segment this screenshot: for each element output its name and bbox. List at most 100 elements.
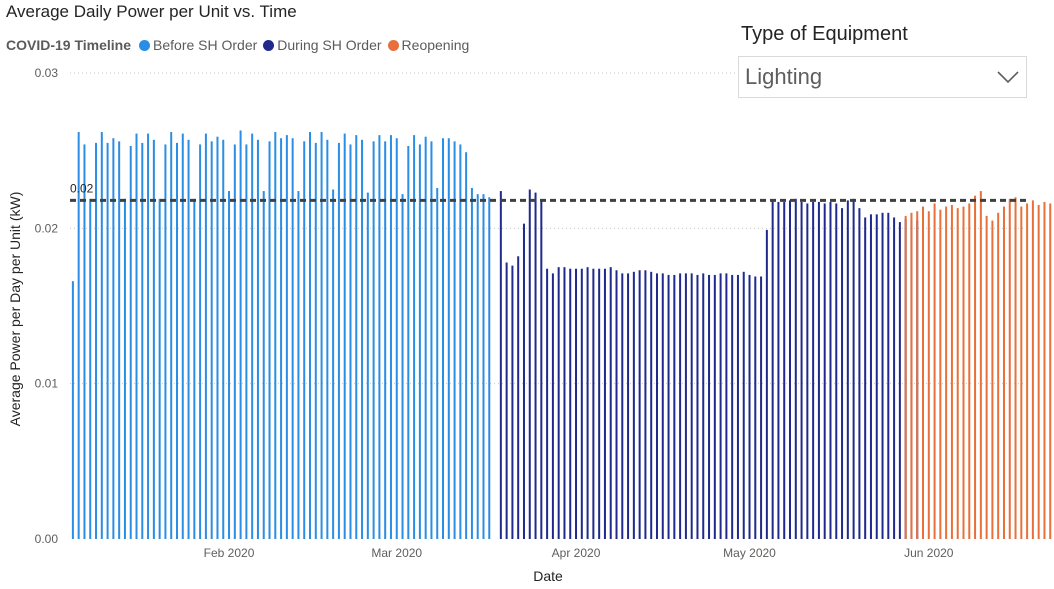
bar[interactable] [725, 273, 728, 539]
bar[interactable] [852, 198, 855, 539]
bar[interactable] [586, 267, 589, 539]
bar[interactable] [349, 144, 352, 539]
bar[interactable] [748, 274, 751, 539]
bar[interactable] [430, 141, 433, 539]
bar[interactable] [904, 215, 907, 539]
bar[interactable] [950, 205, 953, 539]
bar[interactable] [332, 189, 335, 540]
bar[interactable] [418, 144, 421, 539]
bar[interactable] [910, 212, 913, 540]
bar[interactable] [956, 208, 959, 539]
bar[interactable] [667, 274, 670, 539]
bar[interactable] [222, 139, 225, 540]
bar[interactable] [869, 214, 872, 539]
bar[interactable] [233, 144, 236, 539]
bar[interactable] [320, 132, 323, 539]
legend-item-before-sh-order[interactable]: Before SH Order [139, 37, 257, 53]
bar[interactable] [413, 135, 416, 539]
bar[interactable] [193, 198, 196, 539]
bar[interactable] [476, 194, 479, 539]
bar[interactable] [534, 192, 537, 540]
bar[interactable] [731, 274, 734, 539]
bar[interactable] [1008, 198, 1011, 539]
bar[interactable] [337, 142, 340, 539]
bar[interactable] [1031, 200, 1034, 539]
bar[interactable] [979, 191, 982, 540]
bar[interactable] [1020, 206, 1023, 539]
bar[interactable] [245, 144, 248, 539]
bar[interactable] [372, 141, 375, 539]
legend-item-reopening[interactable]: Reopening [387, 37, 469, 53]
bar[interactable] [569, 268, 572, 539]
bar[interactable] [123, 198, 126, 539]
bar[interactable] [170, 132, 173, 539]
bar[interactable] [945, 206, 948, 539]
bar[interactable] [933, 203, 936, 540]
bar[interactable] [991, 220, 994, 539]
bar[interactable] [922, 206, 925, 539]
bar[interactable] [1002, 206, 1005, 539]
bar[interactable] [765, 229, 768, 539]
bar[interactable] [175, 142, 178, 539]
bar[interactable] [280, 138, 283, 540]
bar[interactable] [378, 135, 381, 539]
bar[interactable] [361, 139, 364, 540]
bar[interactable] [216, 136, 219, 539]
bar[interactable] [309, 132, 311, 539]
bar[interactable] [129, 146, 132, 539]
bar[interactable] [152, 139, 155, 540]
bar[interactable] [673, 274, 676, 539]
bar[interactable] [806, 203, 809, 540]
bar[interactable] [997, 212, 1000, 540]
bar[interactable] [459, 144, 462, 539]
bar[interactable] [517, 256, 520, 539]
bar[interactable] [962, 206, 965, 539]
bar[interactable] [575, 268, 578, 539]
bar[interactable] [1049, 203, 1052, 540]
bar[interactable] [511, 265, 514, 539]
bar[interactable] [106, 142, 109, 539]
bar[interactable] [522, 223, 525, 540]
bar[interactable] [1026, 203, 1029, 540]
bar[interactable] [760, 276, 763, 539]
bar[interactable] [835, 203, 838, 540]
bar[interactable] [794, 198, 797, 539]
bar[interactable] [829, 201, 832, 539]
bar[interactable] [204, 133, 207, 539]
bar[interactable] [274, 132, 277, 539]
bar[interactable] [141, 142, 144, 539]
bar[interactable] [823, 203, 826, 540]
bar[interactable] [100, 132, 103, 539]
bar[interactable] [389, 135, 392, 539]
bar[interactable] [158, 198, 161, 539]
bar[interactable] [690, 273, 693, 539]
bar[interactable] [1037, 205, 1040, 539]
bar[interactable] [551, 273, 554, 539]
bar[interactable] [453, 141, 456, 539]
bar[interactable] [262, 191, 265, 540]
bar[interactable] [540, 200, 543, 539]
bar[interactable] [303, 141, 306, 539]
bar[interactable] [609, 267, 612, 539]
bar[interactable] [858, 208, 861, 539]
bar[interactable] [632, 271, 635, 539]
bar[interactable] [447, 138, 450, 540]
bar[interactable] [702, 273, 705, 539]
bar[interactable] [696, 274, 699, 539]
bar[interactable] [1043, 201, 1046, 539]
bar[interactable] [181, 133, 184, 539]
bar[interactable] [598, 268, 601, 539]
bar[interactable] [939, 209, 942, 539]
bar[interactable] [314, 142, 317, 539]
bar[interactable] [898, 222, 901, 539]
bar[interactable] [887, 212, 890, 540]
bar[interactable] [482, 194, 485, 539]
bar[interactable] [789, 200, 791, 539]
bar[interactable] [592, 268, 595, 539]
bar[interactable] [985, 215, 988, 539]
bar[interactable] [777, 201, 780, 539]
bar[interactable] [384, 141, 387, 539]
bar[interactable] [546, 268, 549, 539]
bar[interactable] [77, 132, 80, 539]
bar[interactable] [650, 271, 653, 539]
